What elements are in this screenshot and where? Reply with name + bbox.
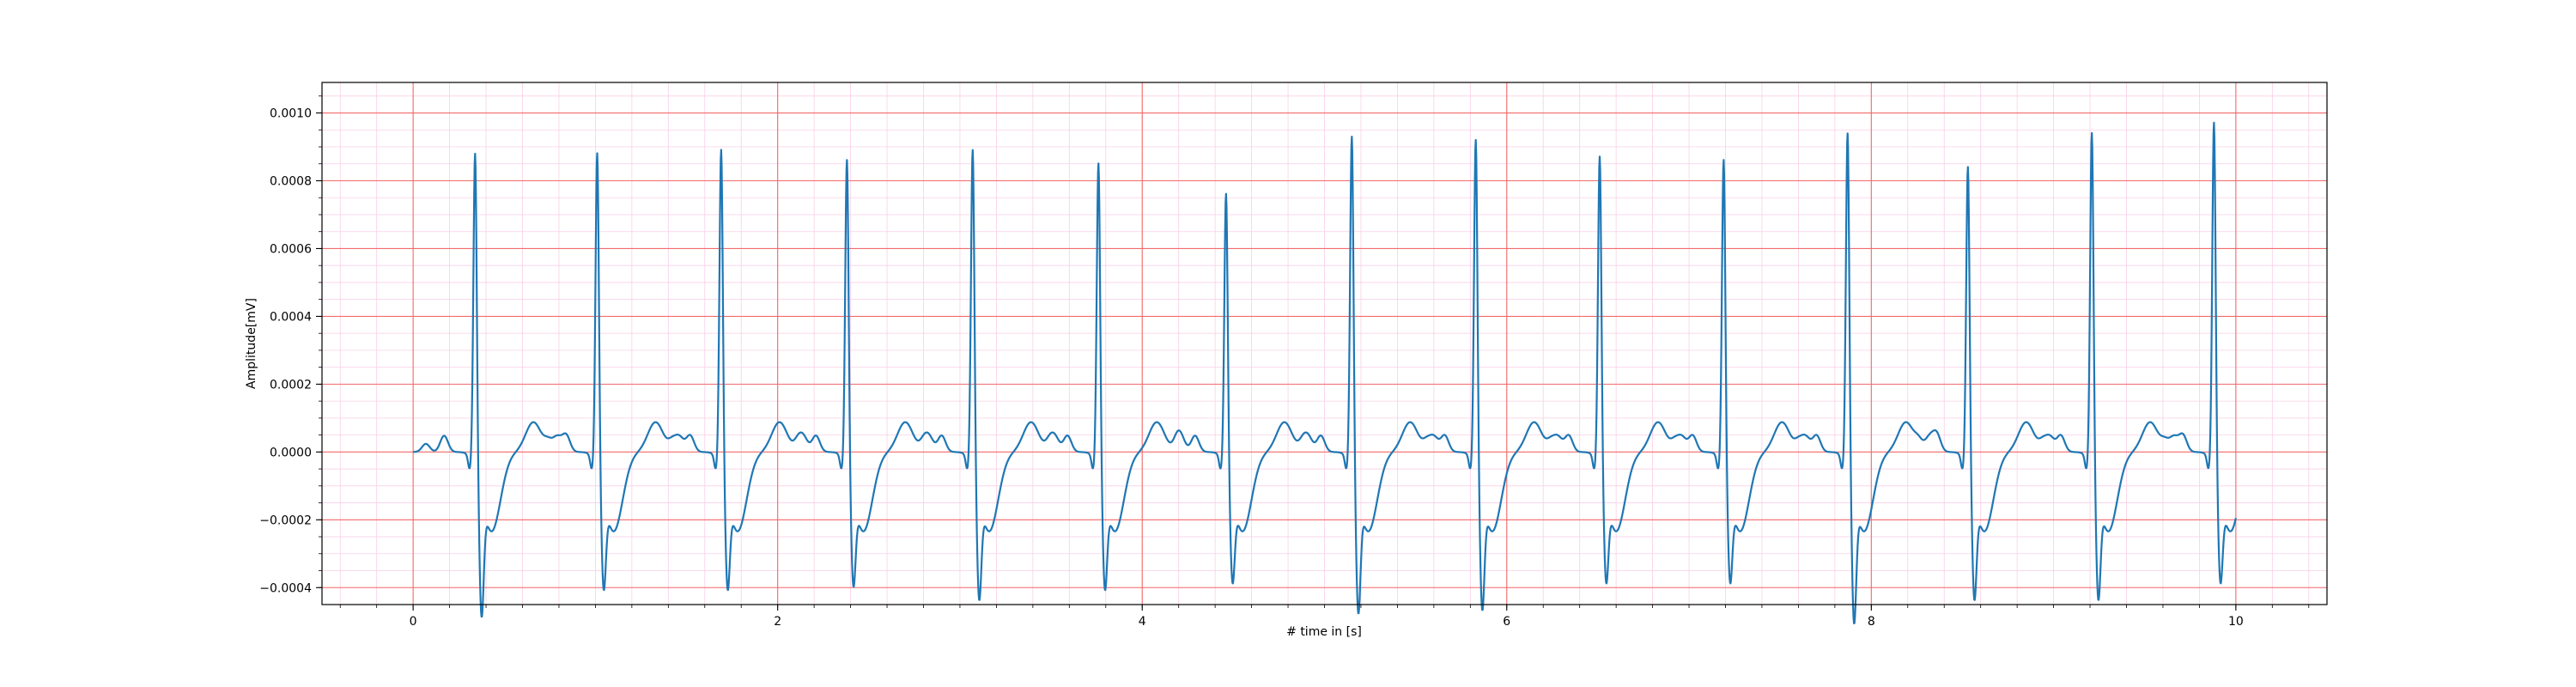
major-grid — [322, 82, 2327, 605]
series-layer — [412, 121, 2237, 625]
y-tick-label: 0.0010 — [270, 107, 312, 121]
x-tick-label: 4 — [1139, 615, 1146, 629]
y-tick-label: −0.0004 — [259, 581, 312, 595]
x-tick-label: 6 — [1503, 615, 1510, 629]
y-tick-label: 0.0002 — [270, 378, 312, 392]
x-tick-label: 0 — [410, 615, 417, 629]
x-axis-label: # time in [s] — [1286, 625, 1362, 639]
y-tick-label: 0.0006 — [270, 242, 312, 256]
y-tick-label: 0.0008 — [270, 174, 312, 188]
y-axis-ticks: −0.0004 −0.0002 0.0000 0.0002 0.0004 0.0006 0.… — [259, 95, 322, 595]
x-tick-label: 8 — [1868, 615, 1875, 629]
y-tick-label: −0.0002 — [259, 514, 312, 527]
ecg-series-line — [412, 121, 2237, 625]
x-tick-label: 2 — [774, 615, 781, 629]
y-tick-label: 0.0004 — [270, 310, 312, 324]
x-axis-ticks: 0 2 4 6 8 10 — [339, 605, 2310, 629]
x-tick-label: 10 — [2228, 615, 2244, 629]
y-axis-label: Amplitude[mV] — [245, 298, 258, 389]
y-tick-label: 0.0000 — [270, 446, 312, 459]
